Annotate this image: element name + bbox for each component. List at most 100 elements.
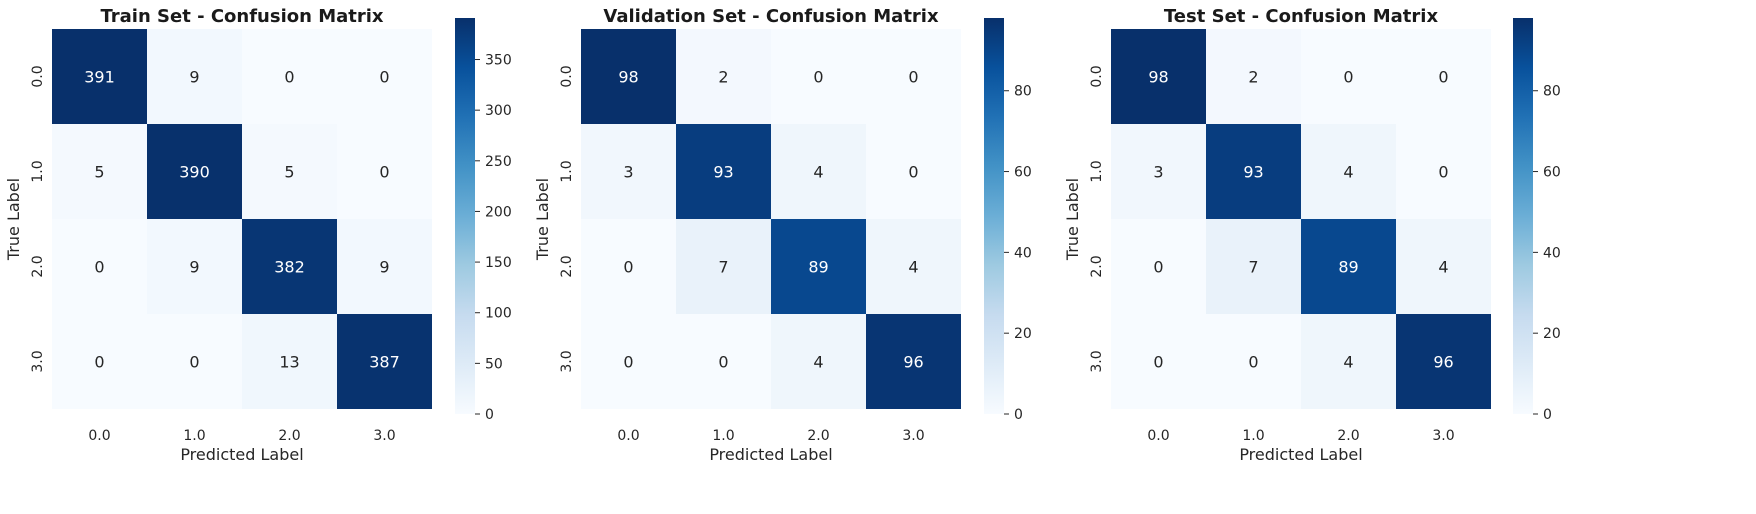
colorbar-tick-label: 40: [1543, 245, 1561, 261]
y-tick-label: 0.0: [30, 65, 46, 87]
colorbar-tick-label: 0: [485, 407, 494, 423]
heatmap-cell: [1396, 219, 1491, 314]
chart-title: Train Set - Confusion Matrix: [100, 6, 383, 27]
y-tick-label: 3.0: [1089, 350, 1105, 372]
heatmap-cell: [581, 29, 676, 124]
y-tick-label: 2.0: [30, 255, 46, 277]
cell-value-label: 96: [1433, 353, 1453, 372]
heatmap-cell: [581, 124, 676, 219]
cell-value-label: 3: [1153, 163, 1163, 182]
heatmap-cell: [866, 29, 961, 124]
colorbar-tick-label: 0: [1543, 407, 1552, 423]
heatmap-cell: [242, 29, 337, 124]
heatmap-cell: [866, 124, 961, 219]
cell-value-label: 0: [908, 68, 918, 87]
cell-value-label: 382: [274, 258, 305, 277]
x-axis-label: Predicted Label: [180, 445, 303, 464]
y-tick-label: 3.0: [559, 350, 575, 372]
x-tick-label: 2.0: [278, 428, 300, 444]
heatmap-cell: [242, 124, 337, 219]
heatmap-cell: [581, 219, 676, 314]
cell-value-label: 0: [284, 68, 294, 87]
heatmap-cell: [147, 219, 242, 314]
cell-value-label: 0: [1438, 163, 1448, 182]
cell-value-label: 0: [379, 68, 389, 87]
cell-value-label: 4: [1343, 163, 1353, 182]
cell-value-label: 98: [1148, 68, 1168, 87]
y-tick-label: 0.0: [559, 65, 575, 87]
colorbar-tick-label: 20: [1014, 326, 1032, 342]
y-tick-label: 2.0: [1089, 255, 1105, 277]
heatmap-cell: [771, 29, 866, 124]
heatmap-cell: [1111, 219, 1206, 314]
x-tick-label: 1.0: [712, 428, 734, 444]
colorbar-tick-label: 80: [1014, 84, 1032, 100]
x-tick-label: 0.0: [617, 428, 639, 444]
x-axis-label: Predicted Label: [1239, 445, 1362, 464]
heatmap-cell: [1396, 314, 1491, 409]
heatmap-cell: [676, 219, 771, 314]
cell-value-label: 0: [94, 258, 104, 277]
colorbar-tick-label: 40: [1014, 245, 1032, 261]
cell-value-label: 93: [1243, 163, 1263, 182]
heatmap-cell: [1111, 124, 1206, 219]
colorbar-tick-label: 20: [1543, 326, 1561, 342]
heatmap-cell: [1301, 124, 1396, 219]
heatmap-cell: [866, 219, 961, 314]
heatmap-cell: [242, 314, 337, 409]
colorbar-tick-label: 350: [485, 53, 512, 69]
y-tick-label: 2.0: [559, 255, 575, 277]
colorbar-tick-label: 100: [485, 306, 512, 322]
cell-value-label: 96: [903, 353, 923, 372]
cell-value-label: 89: [808, 258, 828, 277]
cell-value-label: 4: [1343, 353, 1353, 372]
y-tick-label: 0.0: [1089, 65, 1105, 87]
heatmap-cell: [676, 124, 771, 219]
cell-value-label: 98: [618, 68, 638, 87]
cell-value-label: 9: [379, 258, 389, 277]
x-tick-label: 1.0: [1242, 428, 1264, 444]
heatmap-cell: [1206, 29, 1301, 124]
cell-value-label: 7: [718, 258, 728, 277]
colorbar-tick-label: 0: [1014, 407, 1023, 423]
y-tick-label: 1.0: [30, 160, 46, 182]
heatmap-cell: [52, 124, 147, 219]
heatmap-cell: [242, 219, 337, 314]
x-tick-label: 2.0: [1337, 428, 1359, 444]
heatmap-cell: [147, 314, 242, 409]
heatmap-cell: [771, 219, 866, 314]
cell-value-label: 4: [1438, 258, 1448, 277]
x-axis-label: Predicted Label: [709, 445, 832, 464]
heatmap-cell: [866, 314, 961, 409]
cell-value-label: 4: [908, 258, 918, 277]
heatmap-cell: [1206, 124, 1301, 219]
y-axis-label: True Label: [533, 178, 552, 261]
cell-value-label: 0: [813, 68, 823, 87]
cell-value-label: 5: [94, 163, 104, 182]
cell-value-label: 391: [84, 68, 115, 87]
cell-value-label: 0: [1248, 353, 1258, 372]
cell-value-label: 0: [623, 258, 633, 277]
x-tick-label: 1.0: [183, 428, 205, 444]
chart-title: Validation Set - Confusion Matrix: [603, 6, 939, 27]
x-tick-label: 0.0: [88, 428, 110, 444]
chart-title: Test Set - Confusion Matrix: [1164, 6, 1439, 27]
heatmap-cell: [1396, 29, 1491, 124]
colorbar-tick-label: 250: [485, 154, 512, 170]
cell-value-label: 0: [908, 163, 918, 182]
cell-value-label: 9: [189, 258, 199, 277]
cell-value-label: 0: [379, 163, 389, 182]
cell-value-label: 0: [1153, 258, 1163, 277]
cell-value-label: 89: [1338, 258, 1358, 277]
colorbar: [1513, 18, 1533, 414]
heatmap-cell: [676, 314, 771, 409]
x-tick-label: 3.0: [902, 428, 924, 444]
heatmap-cell: [1396, 124, 1491, 219]
colorbar-tick-label: 60: [1014, 165, 1032, 181]
heatmap-cell: [1301, 29, 1396, 124]
colorbar-tick-label: 50: [485, 356, 503, 372]
heatmap-cell: [52, 219, 147, 314]
cell-value-label: 5: [284, 163, 294, 182]
